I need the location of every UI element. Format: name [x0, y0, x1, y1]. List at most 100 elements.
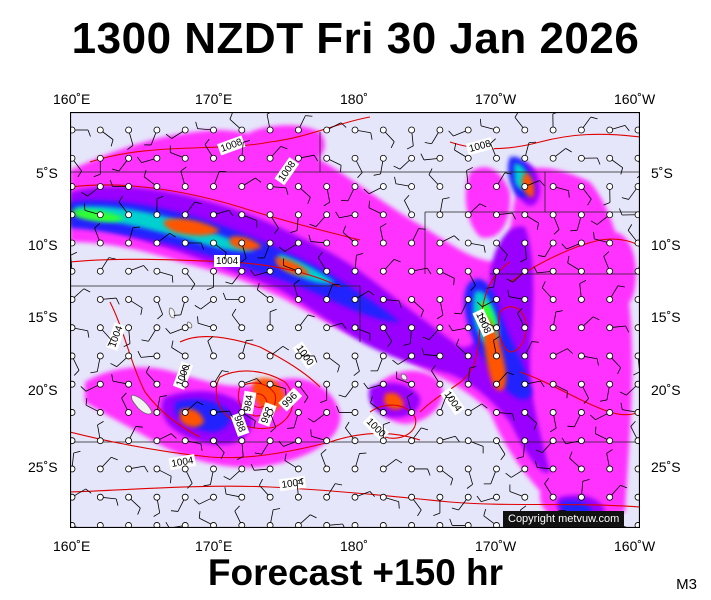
wind-barb-feather	[157, 314, 163, 320]
wind-barb-feather	[392, 359, 399, 365]
wind-barb-feather	[504, 172, 512, 175]
wind-station-circle	[408, 267, 416, 275]
wind-station-circle	[549, 409, 557, 416]
wind-barb-feather	[516, 456, 524, 459]
wind-barb-feather	[93, 173, 101, 178]
wind-station-circle	[379, 154, 387, 162]
wind-station-circle	[323, 522, 331, 528]
wind-barb-feather	[112, 168, 120, 172]
wind-station-circle	[125, 465, 133, 473]
wind-station-circle	[351, 324, 359, 332]
wind-barb-feather	[512, 413, 515, 421]
wind-station-circle	[408, 522, 416, 528]
wind-barb-feather	[279, 246, 286, 252]
wind-station-circle	[549, 126, 557, 134]
wind-barb-feather	[197, 316, 199, 324]
wind-barb-feather	[403, 343, 411, 346]
wind-station-circle	[578, 437, 585, 445]
wind-station-circle	[266, 324, 274, 332]
wind-station-circle	[153, 352, 161, 360]
wind-barb-feather	[165, 133, 172, 139]
wind-barb-feather	[198, 511, 201, 519]
wind-station-circle	[521, 183, 529, 190]
wind-station-circle	[408, 437, 416, 445]
lon-label-bottom-170e: 170˚E	[195, 538, 233, 554]
wind-station-circle	[606, 324, 614, 332]
wind-station-circle	[493, 183, 500, 190]
wind-station-circle	[266, 465, 274, 473]
wind-station-circle	[323, 267, 331, 275]
wind-station-circle	[238, 239, 246, 247]
wind-station-circle	[578, 183, 585, 190]
wind-station-circle	[125, 493, 133, 501]
wind-barb-feather	[94, 223, 101, 229]
wind-station-circle	[521, 437, 529, 445]
wind-barb-feather	[406, 145, 414, 150]
wind-barb-feather	[107, 339, 112, 347]
wind-station-circle	[634, 211, 640, 219]
wind-barb-feather	[293, 279, 300, 285]
wind-station-circle	[634, 267, 640, 275]
wind-barb-feather	[345, 421, 350, 429]
wind-station-circle	[295, 380, 302, 388]
wind-station-circle	[606, 126, 614, 134]
wind-station-circle	[351, 352, 359, 360]
wind-station-circle	[210, 324, 217, 332]
isobar-1008-north	[89, 116, 371, 163]
wind-station-circle	[606, 409, 614, 416]
wind-barb-feather	[357, 172, 363, 178]
wind-barb-feather	[587, 198, 592, 206]
wind-station-circle	[125, 352, 133, 360]
wind-barb-feather	[228, 210, 234, 217]
wind-barb-feather	[481, 313, 484, 321]
wind-station-circle	[323, 211, 331, 219]
island-small-1	[168, 307, 176, 319]
wind-barb-feather	[583, 398, 589, 404]
wind-barb-feather	[373, 173, 381, 176]
wind-barb-feather	[296, 477, 304, 482]
wind-station-circle	[210, 522, 217, 528]
wind-station-circle	[578, 465, 585, 473]
wind-station-circle	[351, 296, 359, 303]
wind-station-circle	[436, 154, 444, 162]
wind-station-circle	[493, 126, 500, 134]
wind-barb-feather	[80, 386, 87, 392]
wind-station-circle	[379, 126, 387, 134]
map-border	[70, 112, 640, 528]
wind-station-circle	[153, 154, 161, 162]
wind-barb-feather	[153, 512, 160, 517]
wind-station-circle	[96, 154, 104, 162]
wind-barb-feather	[453, 235, 460, 241]
wind-barb-feather	[427, 468, 431, 476]
wind-barb-feather	[90, 371, 98, 374]
wind-station-circle	[578, 267, 585, 275]
wind-barb-feather	[406, 392, 414, 398]
wind-barb-feather	[335, 483, 343, 486]
wind-barb-feather	[284, 453, 287, 461]
wind-station-circle	[295, 522, 302, 528]
wind-barb-feather	[109, 179, 113, 187]
wind-barb-feather	[83, 203, 86, 211]
wind-barb-feather	[394, 176, 397, 184]
wind-station-circle	[634, 380, 640, 388]
wind-barb-feather	[570, 229, 578, 232]
wind-barb-feather	[569, 451, 573, 459]
wind-barb-feather	[173, 314, 181, 316]
wind-station-circle	[436, 183, 444, 190]
wind-station-circle	[606, 493, 614, 501]
wind-station-circle	[351, 465, 359, 473]
wind-barb-feather	[368, 290, 375, 296]
wind-station-circle	[521, 380, 529, 388]
wind-barb-feather	[193, 499, 200, 505]
wind-station-circle	[70, 522, 76, 528]
wind-station-circle	[606, 267, 614, 275]
wind-station-circle	[266, 352, 274, 360]
wind-station-circle	[521, 211, 529, 219]
wind-barb-feather	[448, 130, 454, 137]
wind-station-circle	[464, 493, 472, 501]
wind-barb-feather	[246, 339, 254, 341]
wind-barb-feather	[483, 508, 487, 516]
wind-barb-feather	[537, 255, 545, 258]
wind-barb-feather	[111, 456, 118, 461]
wind-station-circle	[181, 465, 189, 473]
